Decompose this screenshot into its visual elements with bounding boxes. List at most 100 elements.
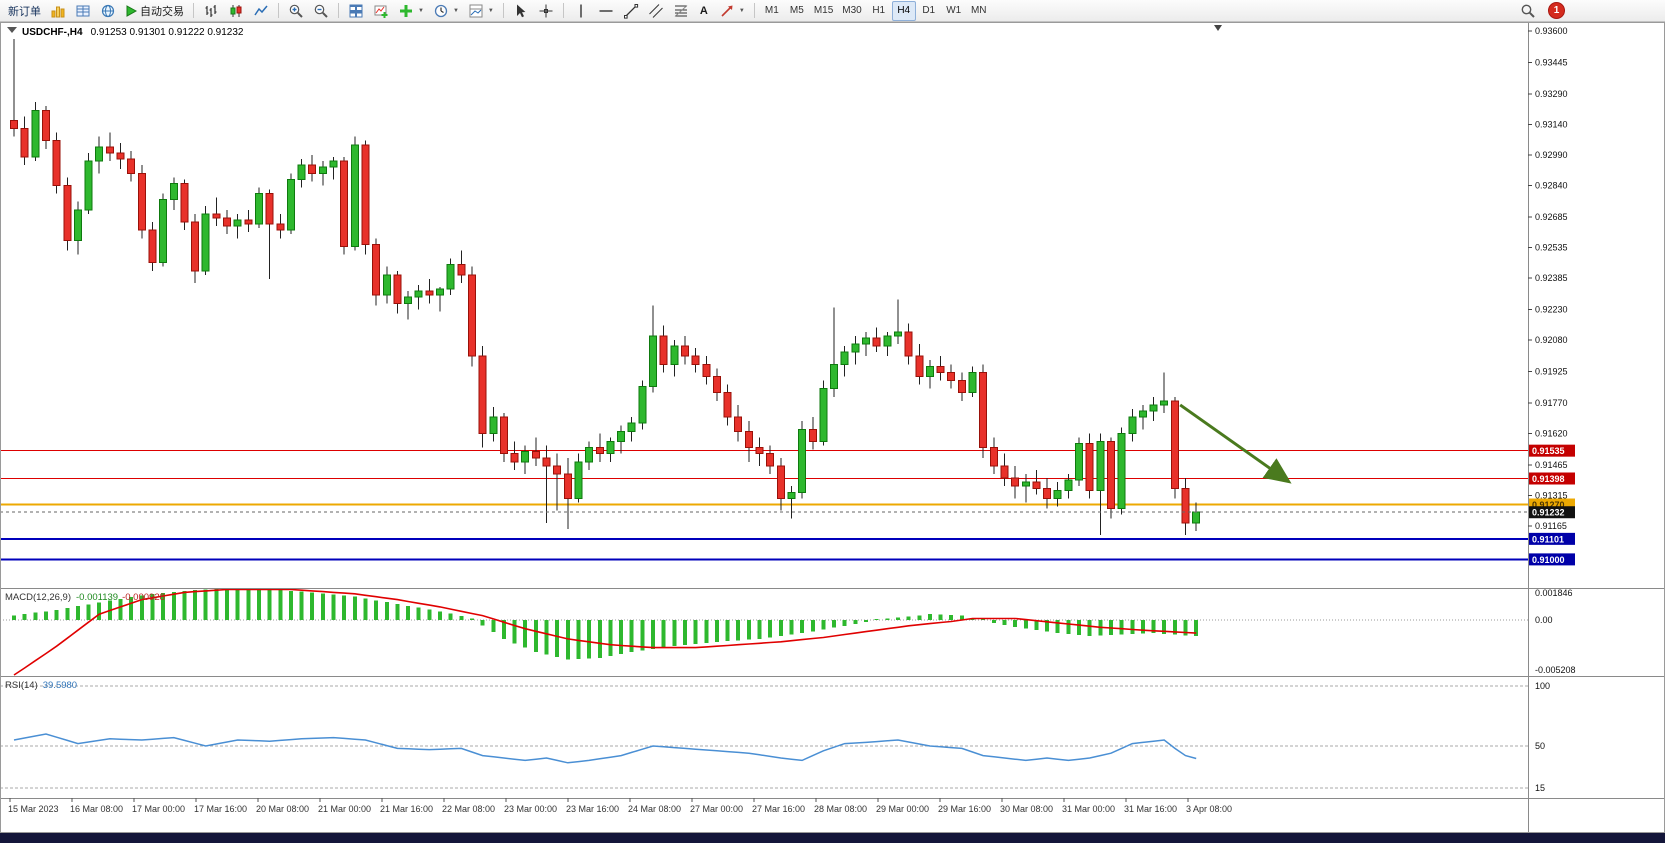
zoom-in-icon <box>289 4 303 18</box>
indicators-button[interactable]: ▼ <box>394 1 428 21</box>
bar-chart-icon <box>205 4 217 17</box>
cursor-tool-button[interactable] <box>509 1 533 21</box>
candlestick <box>73 209 82 241</box>
search-button[interactable] <box>1516 1 1540 21</box>
navigator-button[interactable] <box>96 1 120 21</box>
time-axis-label: 17 Mar 16:00 <box>194 804 247 814</box>
candlestick <box>766 453 775 467</box>
candlestick <box>137 172 146 231</box>
price-axis-label: 0.93445 <box>1535 58 1568 68</box>
arrows-tool-button[interactable]: ▼ <box>715 1 749 21</box>
zoom-in-button[interactable] <box>284 1 308 21</box>
chevron-down-icon: ▼ <box>738 7 745 14</box>
channel-tool-button[interactable] <box>644 1 668 21</box>
timeframe-m1-button[interactable]: M1 <box>760 1 784 21</box>
one-click-trading-toggle[interactable] <box>7 27 17 33</box>
tile-windows-button[interactable] <box>344 1 368 21</box>
time-axis-label: 22 Mar 08:00 <box>442 804 495 814</box>
taskbar-strip <box>0 833 1665 843</box>
zoom-out-button[interactable] <box>309 1 333 21</box>
templates-button[interactable]: ▼ <box>464 1 498 21</box>
new-chart-button[interactable] <box>369 1 393 21</box>
candlestick <box>915 355 924 377</box>
toolbar-separator <box>338 3 339 18</box>
candlestick <box>212 213 221 219</box>
candlestick <box>1075 443 1083 481</box>
candlestick <box>1011 477 1020 487</box>
candlestick <box>414 290 423 298</box>
candlestick <box>169 182 178 201</box>
time-axis-label: 23 Mar 16:00 <box>566 804 619 814</box>
timeframe-w1-button[interactable]: W1 <box>942 1 966 21</box>
toolbar-separator <box>562 3 564 18</box>
candlestick <box>840 351 849 365</box>
timeframe-mn-button[interactable]: MN <box>967 1 991 21</box>
candlestick <box>457 264 466 276</box>
candlestick <box>510 453 519 463</box>
horizontal-line-tool-button[interactable] <box>594 1 618 21</box>
candlestick-chart-icon <box>230 4 242 17</box>
bar-chart-button[interactable] <box>199 1 223 21</box>
price-chart[interactable]: 0.93600 0.93445 0.93290 0.93140 0.92990 0.928… <box>0 22 1665 833</box>
notification-badge[interactable]: 1 <box>1548 2 1565 19</box>
candlestick <box>521 451 530 463</box>
candlestick <box>350 144 359 247</box>
periods-button[interactable]: ▼ <box>429 1 463 21</box>
price-axis-surface[interactable] <box>1528 22 1665 833</box>
price-label-text: 0.91232 <box>1532 508 1565 518</box>
price-panel-surface[interactable] <box>0 22 1528 588</box>
timeframe-m5-button[interactable]: M5 <box>785 1 809 21</box>
macd-panel-surface[interactable] <box>0 588 1528 676</box>
price-axis-label: 0.91315 <box>1535 490 1568 500</box>
fibonacci-tool-button[interactable] <box>669 1 693 21</box>
trendline-tool-button[interactable] <box>619 1 643 21</box>
timeframe-h1-button[interactable]: H1 <box>867 1 891 21</box>
price-axis-label: 0.92230 <box>1535 304 1568 314</box>
candlestick <box>84 160 93 211</box>
trend-arrow-annotation[interactable] <box>1179 403 1292 484</box>
candlestick <box>659 335 668 365</box>
candlestick <box>862 337 870 345</box>
candlestick <box>702 363 711 377</box>
autotrading-button[interactable]: 自动交易 <box>121 1 188 21</box>
candlestick <box>553 465 562 475</box>
candlestick <box>542 457 551 467</box>
candlestick <box>233 219 242 227</box>
macd-indicator-label: MACD(12,26,9) -0.001139 -0.000928 <box>5 592 165 603</box>
text-tool-button[interactable]: A <box>694 1 714 21</box>
candlestick <box>808 428 817 443</box>
timeframe-h4-button[interactable]: H4 <box>891 0 916 21</box>
chart-window: 0.93600 0.93445 0.93290 0.93140 0.92990 0.928… <box>0 22 1665 833</box>
price-axis-label: 0.92535 <box>1535 242 1568 252</box>
vertical-line-tool-button[interactable] <box>569 1 593 21</box>
candlestick-chart-button[interactable] <box>224 1 248 21</box>
macd-axis-label: -0.005208 <box>1535 665 1576 675</box>
candlestick <box>574 461 583 499</box>
time-axis-surface[interactable] <box>0 798 1528 833</box>
timeframe-m15-button[interactable]: M15 <box>810 1 837 21</box>
line-chart-button[interactable] <box>249 1 273 21</box>
candlestick <box>478 355 487 434</box>
toolbar-separator <box>753 3 755 18</box>
timeframe-m30-button[interactable]: M30 <box>838 1 865 21</box>
data-window-button[interactable] <box>71 1 95 21</box>
rsi-indicator-label: RSI(14) 39.5980 <box>5 680 77 691</box>
macd-histogram <box>12 588 1199 660</box>
price-label-text: 0.91535 <box>1532 446 1565 456</box>
timeframe-d1-button[interactable]: D1 <box>917 1 941 21</box>
candlestick <box>787 491 796 499</box>
time-axis-label: 29 Mar 16:00 <box>938 804 991 814</box>
price-axis-label: 0.91770 <box>1535 398 1568 408</box>
candlestick <box>10 119 18 130</box>
new-order-button[interactable]: 新订单 <box>4 1 45 21</box>
macd-axis-label: 0.00 <box>1535 615 1553 625</box>
horizontal-line-icon <box>599 9 613 12</box>
chevron-down-icon: ▼ <box>452 7 459 14</box>
candlestick <box>872 337 881 347</box>
candlestick <box>744 430 753 449</box>
market-watch-button[interactable] <box>46 1 70 21</box>
candlestick <box>159 199 168 264</box>
rsi-panel-surface[interactable] <box>0 676 1528 798</box>
crosshair-tool-button[interactable] <box>534 1 558 21</box>
market-watch-icon <box>51 6 65 17</box>
